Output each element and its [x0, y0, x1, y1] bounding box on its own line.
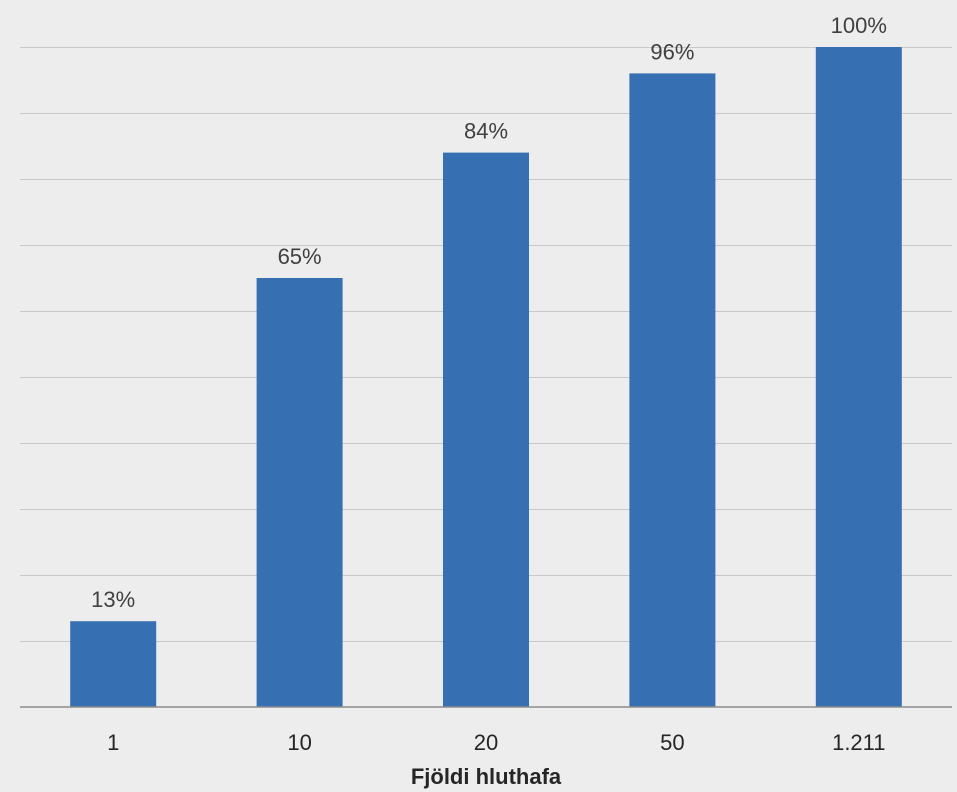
- x-tick-label-4: 50: [660, 730, 684, 755]
- data-labels: 13% 65% 84% 96% 100%: [91, 13, 887, 612]
- bar-5: [815, 47, 902, 707]
- x-tick-label-5: 1.211: [832, 730, 885, 755]
- x-axis-ticks: 1 10 20 50 1.211: [107, 730, 885, 755]
- x-tick-label-2: 10: [287, 730, 311, 755]
- data-label-2: 65%: [278, 244, 322, 269]
- bar-1: [70, 621, 157, 707]
- data-label-1: 13%: [91, 587, 135, 612]
- x-tick-label-3: 20: [474, 730, 498, 755]
- bar-3: [443, 152, 529, 708]
- bar-4: [629, 73, 716, 707]
- x-tick-label-1: 1: [107, 730, 119, 755]
- data-label-4: 96%: [650, 39, 694, 64]
- bar-2: [256, 278, 343, 707]
- bars: [70, 47, 902, 708]
- data-label-5: 100%: [831, 13, 887, 38]
- x-axis-title: Fjöldi hluthafa: [411, 764, 562, 789]
- data-label-3: 84%: [464, 119, 508, 144]
